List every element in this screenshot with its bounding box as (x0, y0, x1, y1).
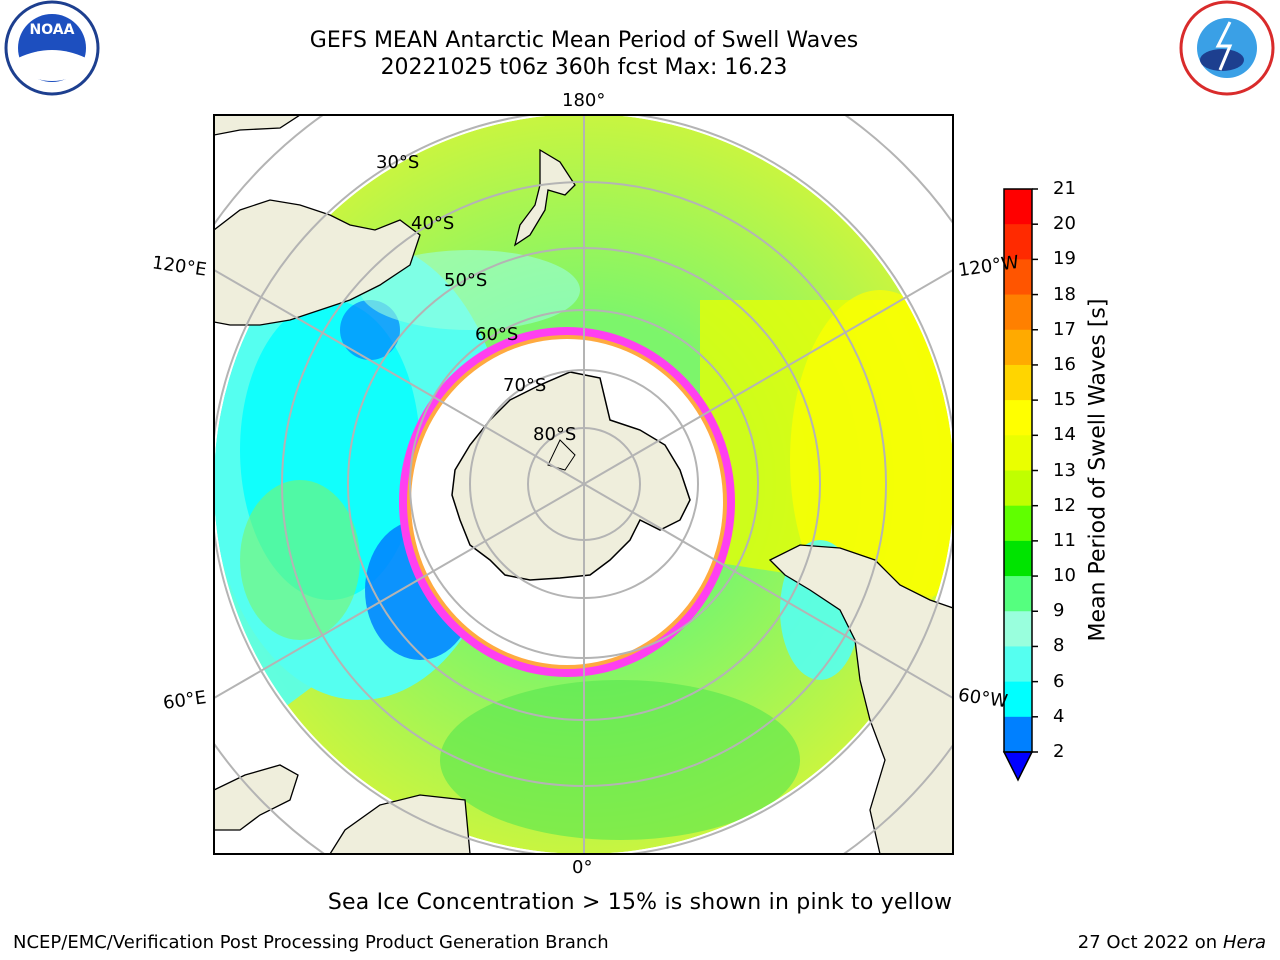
noaa-logo-text: NOAA (30, 22, 75, 38)
australia-landmass (214, 199, 421, 326)
colorbar (1002, 188, 1038, 782)
colorbar-extend-arrow (1002, 751, 1034, 782)
colorbar-label: Mean Period of Swell Waves [s] (1085, 298, 1111, 642)
nws-logo (1179, 0, 1275, 96)
lat-label-80s: 80°S (533, 424, 577, 445)
caption: Sea Ice Concentration > 15% is shown in … (327, 890, 953, 915)
colorbar-swatch (1004, 505, 1032, 542)
colorbar-swatch (1004, 716, 1032, 753)
colorbar-swatch (1004, 611, 1032, 647)
lat-label-60s: 60°S (475, 324, 519, 345)
colorbar-tick-label: 4 (1053, 705, 1065, 727)
colorbar-swatch (1004, 470, 1032, 507)
colorbar-swatch (1004, 189, 1032, 225)
colorbar-swatch (1004, 576, 1032, 612)
chart-title: GEFS MEAN Antarctic Mean Period of Swell… (309, 28, 859, 53)
chart-subtitle: 20221025 t06z 360h fcst Max: 16.23 (380, 55, 788, 80)
footer-date: 27 Oct 2022 on Hera (1078, 932, 1266, 953)
lat-label-50s: 50°S (444, 270, 488, 291)
south-america-landmass (768, 544, 953, 854)
colorbar-tick-label: 21 (1053, 178, 1076, 199)
colorbar-tick-label: 9 (1053, 600, 1065, 622)
colorbar-tick-label: 16 (1053, 353, 1076, 375)
colorbar-swatch (1004, 681, 1032, 718)
colorbar-tick-label: 14 (1053, 424, 1076, 446)
colorbar-swatch (1004, 329, 1032, 366)
colorbar-swatch (1004, 646, 1032, 683)
colorbar-tick-label: 20 (1053, 213, 1076, 235)
lat-label-40s: 40°S (411, 213, 455, 234)
colorbar-tick-label: 15 (1053, 389, 1076, 411)
colorbar-tick-label: 17 (1053, 318, 1076, 340)
footer-host: Hera (1222, 932, 1266, 953)
new-zealand-landmass (513, 148, 576, 247)
colorbar-swatch (1004, 224, 1032, 260)
lat-label-70s: 70°S (503, 375, 547, 396)
noaa-logo: NOAA (4, 0, 100, 96)
colorbar-swatch (1004, 294, 1032, 331)
colorbar-tick-label: 19 (1053, 248, 1076, 270)
map-canvas (214, 115, 953, 854)
colorbar-tick-label: 18 (1053, 283, 1076, 305)
lon-label-0: 0° (572, 857, 593, 878)
lat-label-30s: 30°S (376, 152, 420, 173)
africa-landmass (329, 794, 471, 854)
colorbar-tick-label: 8 (1053, 635, 1065, 657)
colorbar-swatch (1004, 364, 1032, 401)
colorbar-tick-label: 12 (1053, 494, 1076, 516)
colorbar-tick-label: 2 (1053, 741, 1065, 762)
colorbar-swatch (1004, 259, 1032, 296)
colorbar-tick-label: 10 (1053, 565, 1076, 587)
colorbar-swatch (1004, 540, 1032, 577)
colorbar-tick-label: 6 (1053, 670, 1065, 692)
colorbar-swatch (1004, 435, 1032, 471)
madagascar-landmass (214, 764, 299, 831)
footer-credit: NCEP/EMC/Verification Post Processing Pr… (13, 932, 609, 953)
colorbar-tick-label: 13 (1053, 459, 1076, 481)
footer-date-text: 27 Oct 2022 on (1077, 932, 1223, 953)
colorbar-swatch (1004, 400, 1032, 436)
lon-label-180: 180° (562, 90, 606, 111)
colorbar-tick-label: 11 (1053, 529, 1076, 551)
